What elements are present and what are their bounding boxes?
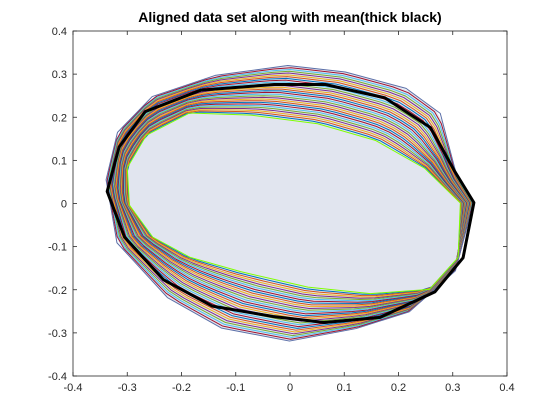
contour-series-13 [118,93,467,313]
contour-series-17 [115,86,469,320]
y-tick-label: 0.4 [52,26,67,38]
x-tick-label: -0.2 [172,382,191,394]
chart-title: Aligned data set along with mean(thick b… [138,9,441,25]
x-tick-label: 0 [287,382,293,394]
x-tick-label: -0.3 [118,382,137,394]
contour-series-14 [117,91,468,315]
contour-series-11 [119,96,466,309]
y-tick-label: -0.4 [48,371,67,383]
y-tick-label: -0.3 [48,328,67,340]
y-tick-label: 0 [61,199,67,211]
x-tick-label: -0.4 [64,382,83,394]
contour-series-20 [112,81,470,326]
x-tick-label: 0.4 [499,382,514,394]
mean-contour [105,82,476,325]
contours-group [105,65,476,342]
y-tick-label: -0.2 [48,285,67,297]
inner-contour [126,112,461,295]
outer-contour [105,65,474,342]
x-tick-label: 0.3 [445,382,460,394]
axes-group: -0.4 -0.3 -0.2 -0.1 0 0.1 0.2 0.3 0.4 -0.4 -0.3 -0.… [48,26,515,394]
contour-series-15 [116,90,468,317]
contour-series-12 [119,95,467,311]
y-tick-label: -0.1 [48,242,67,254]
contour-series-10 [120,98,466,308]
contour-series-16 [115,88,469,319]
x-tick-label: -0.1 [226,382,245,394]
y-tick-label: 0.1 [52,155,67,167]
y-tick-label: 0.2 [52,112,67,124]
x-tick-label: 0.1 [337,382,352,394]
y-tick-label: 0.3 [52,69,67,81]
contour-series-18 [114,85,469,322]
contour-series-19 [113,83,470,324]
x-tick-label: 0.2 [391,382,406,394]
